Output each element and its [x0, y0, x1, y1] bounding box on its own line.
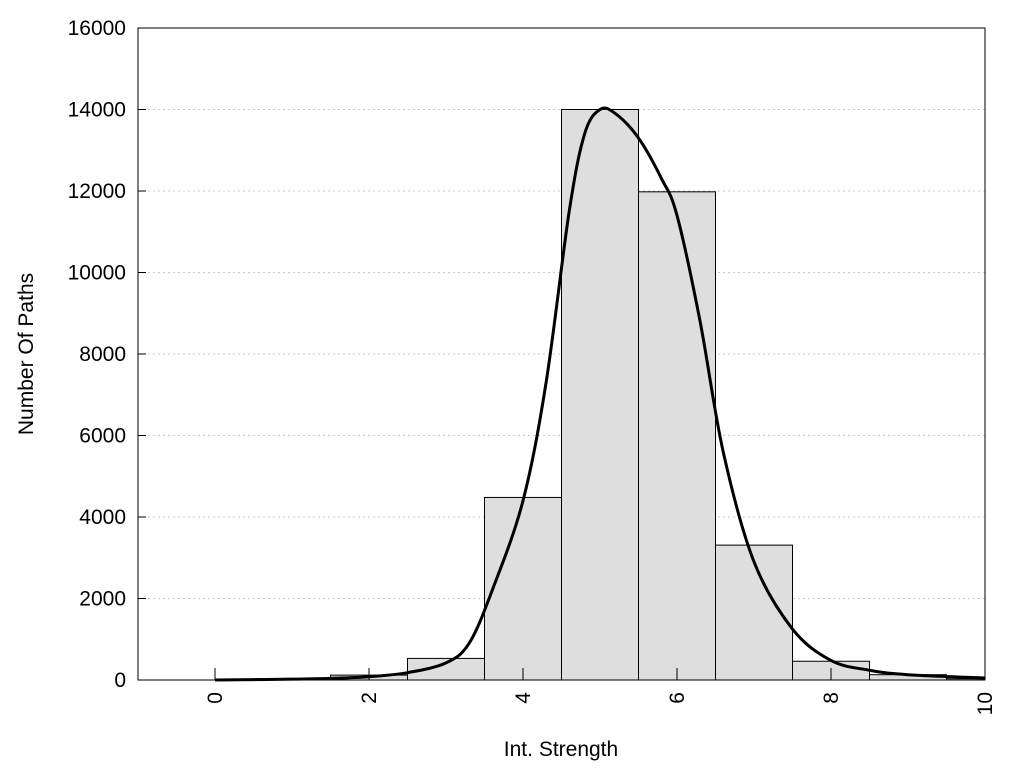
fit-curve-group	[214, 106, 986, 682]
bar-5	[561, 109, 639, 681]
x-tick-label-3: 6	[666, 692, 689, 704]
y-tick-label-0: 0	[114, 669, 126, 692]
y-tick-label-4: 8000	[79, 343, 126, 366]
x-tick-label-2: 4	[512, 692, 535, 704]
y-axis-label: Number Of Paths	[15, 273, 38, 435]
x-tick-label-4: 8	[820, 692, 843, 704]
y-axis-ticks: 0 2000 4000 6000 8000 10000 12000 14000 16000	[68, 17, 146, 692]
y-tick-label-7: 14000	[68, 99, 126, 122]
y-tick-label-2: 4000	[79, 506, 126, 529]
histogram-bars	[253, 109, 986, 681]
x-axis-label: Int. Strength	[504, 738, 618, 761]
y-tick-label-1: 2000	[79, 588, 126, 611]
bar-6	[638, 191, 716, 681]
x-tick-label-1: 2	[358, 692, 381, 704]
x-axis-ticks: 0 2 4 6 8 10	[204, 668, 997, 715]
bar-4	[484, 496, 562, 681]
fit-curve	[214, 106, 986, 682]
x-tick-label-5: 10	[974, 692, 997, 715]
y-tick-label-5: 10000	[68, 262, 126, 285]
y-tick-label-8: 16000	[68, 17, 126, 40]
y-tick-label-6: 12000	[68, 180, 126, 203]
x-tick-label-0: 0	[204, 692, 227, 704]
grid-lines	[138, 109, 985, 599]
y-tick-label-3: 6000	[79, 425, 126, 448]
